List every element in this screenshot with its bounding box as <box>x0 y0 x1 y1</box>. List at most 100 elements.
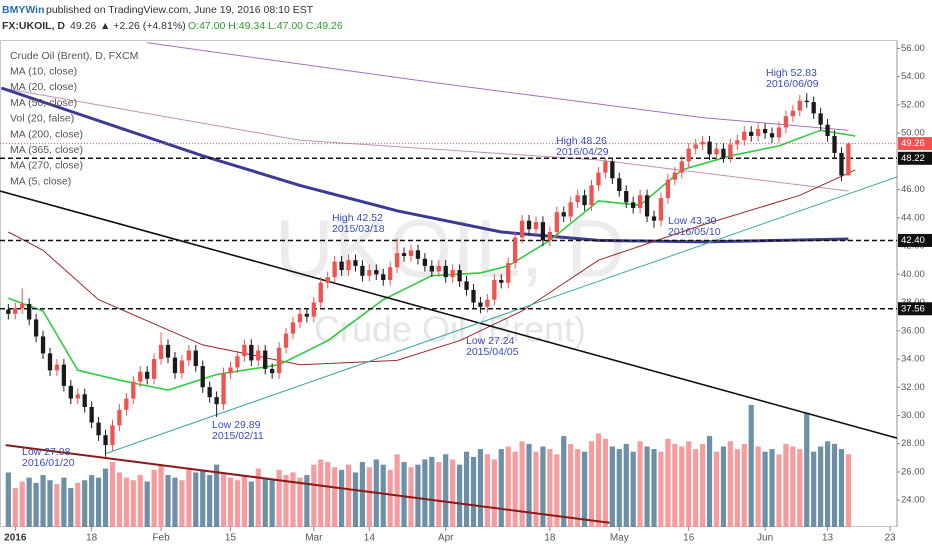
candle-body <box>485 299 490 307</box>
candle-body <box>270 368 275 374</box>
volume-bar <box>672 443 678 527</box>
legend-entry: MA (5, close) <box>10 175 71 187</box>
annotation-date: 2016/05/10 <box>668 226 721 238</box>
volume-bar <box>519 441 525 527</box>
last: 49.26 <box>70 20 96 32</box>
candle-body <box>568 202 573 217</box>
volume-bar <box>484 454 490 527</box>
volume-bar <box>463 451 470 527</box>
x-tick-label: 23 <box>884 533 896 544</box>
y-axis-bg <box>897 40 932 527</box>
candle-body <box>96 422 101 436</box>
candle-body <box>603 161 608 173</box>
candle-body <box>75 394 80 399</box>
x-tick-label: 15 <box>225 533 237 544</box>
candle-body <box>131 381 136 399</box>
candle-body <box>457 270 462 282</box>
candle-body <box>519 220 525 238</box>
volume-bar <box>40 475 46 527</box>
annotation-text: Low 29.89 <box>212 419 261 431</box>
candle-body <box>276 347 282 374</box>
candle-body <box>610 161 615 179</box>
volume-bar <box>234 480 241 527</box>
candle-body <box>415 250 421 259</box>
annotation-date: 2016/01/20 <box>22 457 75 469</box>
candle-body <box>422 258 428 266</box>
overlay-line <box>147 42 849 131</box>
volume-bar <box>762 451 768 527</box>
candle-body <box>714 148 719 155</box>
overlay-line <box>5 444 610 524</box>
x-tick-label: Jun <box>757 533 773 544</box>
volume-bar <box>387 469 393 527</box>
candle-body <box>742 131 747 141</box>
legend-entry: MA (50, close) <box>10 97 77 109</box>
y-tick-label: 32.00 <box>901 382 925 393</box>
candle-body <box>27 303 32 320</box>
volume-bar <box>325 462 331 527</box>
candle-body <box>249 344 254 361</box>
candle-body <box>575 195 580 203</box>
x-tick-label: May <box>610 533 629 544</box>
volume-bar <box>318 459 324 527</box>
volume-bar <box>623 443 629 527</box>
legend-entry: Vol (20, false) <box>10 113 74 125</box>
volume-bar <box>588 441 595 527</box>
volume-bar <box>457 464 463 527</box>
volume-bar <box>561 436 567 527</box>
candle-body <box>103 435 108 446</box>
candle-body <box>832 135 837 153</box>
volume-bar <box>352 472 359 527</box>
level-label: 42.40 <box>901 235 925 246</box>
candle-body <box>665 179 671 199</box>
volume-bar <box>679 446 685 527</box>
annotation-date: 2015/02/11 <box>212 430 264 442</box>
volume-bar <box>172 477 178 527</box>
candle-body <box>686 148 691 162</box>
candle-body <box>693 144 698 149</box>
volume-bar <box>179 480 185 527</box>
candle-body <box>526 220 532 230</box>
candle-body <box>540 222 546 241</box>
volume-bar <box>214 464 220 527</box>
volume-bar <box>304 475 310 527</box>
candle-body <box>290 322 296 334</box>
annotation-text: Low 27.08 <box>22 446 71 458</box>
candle-body <box>207 387 212 398</box>
author: BMYWin <box>2 4 44 16</box>
volume-bar <box>262 477 268 527</box>
last-price-label: 49.26 <box>901 138 925 149</box>
volume-bar <box>845 454 852 527</box>
volume-bar <box>748 404 754 527</box>
volume-bar <box>116 472 123 527</box>
volume-bar <box>665 438 671 527</box>
volume-bar <box>575 449 581 527</box>
volume-bar <box>644 446 650 527</box>
volume-bar <box>720 446 727 527</box>
legend-entry: MA (20, close) <box>10 81 77 93</box>
published: published on TradingView.com, June 19, 2… <box>46 4 314 16</box>
volume-bar <box>345 464 352 527</box>
candle-body <box>408 250 414 256</box>
candle-body <box>755 128 761 136</box>
candle-body <box>846 143 851 176</box>
x-tick-label: Feb <box>152 533 170 544</box>
candle-body <box>200 366 205 388</box>
candle-body <box>644 195 650 217</box>
candle-body <box>117 409 122 426</box>
candle-body <box>499 279 504 283</box>
level-label: 37.56 <box>901 303 925 314</box>
candle-body <box>381 274 386 280</box>
y-tick-label: 44.00 <box>901 212 925 223</box>
volume-bar <box>713 451 720 527</box>
volume-bar <box>602 438 609 527</box>
candle-body <box>20 303 25 309</box>
volume-bar <box>338 469 345 527</box>
candle-body <box>33 319 39 337</box>
volume-bar <box>727 441 733 527</box>
volume-bar <box>394 454 400 527</box>
candle-body <box>554 212 559 232</box>
volume-bar <box>790 446 796 527</box>
candle-body <box>512 237 518 264</box>
volume-bar <box>283 475 289 527</box>
